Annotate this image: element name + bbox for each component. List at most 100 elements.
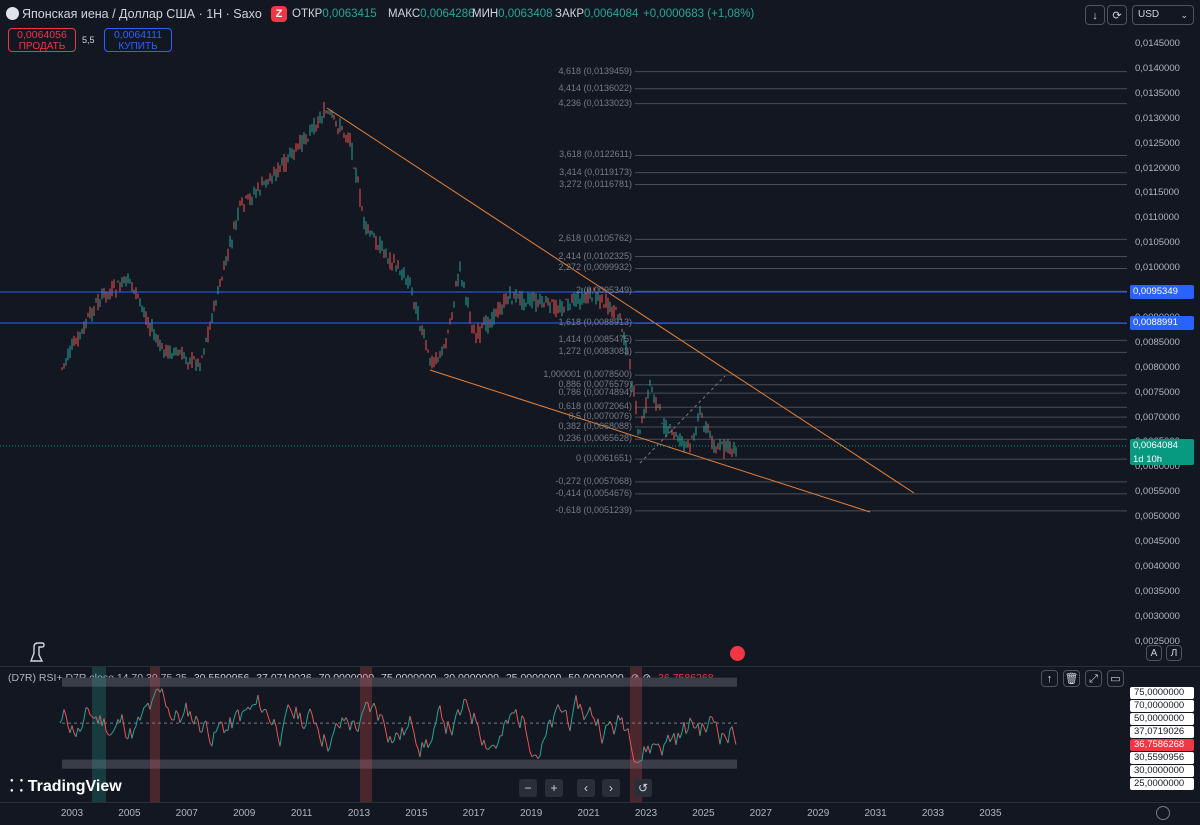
price-tick: 0,0100000 [1135,262,1180,274]
economic-event-icon[interactable] [730,646,745,661]
rsi-segment [293,706,297,719]
time-axis[interactable]: 2003 2005 2007 2009 2011 2013 2015 2017 2019 2021… [0,802,1127,825]
rsi-segment [405,726,409,731]
price-tick: 0,0045000 [1135,536,1180,547]
rsi-segment [541,738,545,744]
rsi-segment [373,702,377,709]
rsi-segment [709,716,713,718]
rsi-segment [701,722,705,728]
rsi-segment [643,746,647,753]
buy-label: КУПИТЬ [118,41,158,52]
settings-gear-icon[interactable] [1156,806,1170,820]
rsi-segment [477,725,481,737]
rsi-segment [483,739,487,749]
save-chart-icon[interactable]: ↓ [1085,5,1105,25]
price-axis[interactable]: 0,0145000 0,0140000 0,0135000 0,0130000 0,01… [1127,28,1200,666]
pane-separator[interactable] [0,666,1200,667]
rsi-segment [87,708,91,715]
rsi-segment [227,717,231,731]
rsi-segment [175,710,179,715]
rsi-segment [469,712,473,725]
move-up-icon[interactable]: ↑ [1041,670,1058,687]
rsi-segment [603,725,607,736]
rsi-segment [251,704,255,706]
rsi-segment [149,700,153,710]
rsi-segment [257,694,261,708]
rsi-segment [649,744,653,754]
rsi-segment [359,713,363,722]
rsi-segment [529,751,533,757]
rsi-segment [385,732,389,743]
auto-scale-button[interactable]: A [1146,645,1162,661]
tv-icon: ⸬ [10,778,28,795]
rsi-segment [731,726,735,736]
ohlc-open: ОТКР0,0063415 [292,8,377,20]
rsi-segment [165,706,169,709]
scroll-left-button[interactable]: ‹ [577,779,595,797]
reset-chart-button[interactable]: ↺ [634,779,652,797]
currency-select[interactable]: USD ⌄ [1132,5,1194,25]
rsi-segment [703,726,707,733]
rsi-segment [267,715,271,723]
price-tick: 0,0105000 [1135,237,1180,249]
ohlc-close: ЗАКР0,0064084 [555,8,639,20]
rsi-segment [349,721,353,731]
rsi-segment [519,715,523,729]
ohlc-low: МИН0,0063408 [472,8,553,20]
log-scale-button[interactable]: Л [1166,645,1182,661]
time-tick: 2031 [864,808,887,819]
rsi-segment [609,721,613,726]
rsi-segment [691,721,695,729]
rsi-segment [133,725,137,731]
rsi-segment [467,706,471,713]
rsi-segment [631,751,635,762]
rsi-chart[interactable] [0,667,1127,802]
rsi-segment [699,723,703,736]
rsi-segment [365,701,369,704]
rsi-segment [675,732,679,746]
rsi-segment [501,723,505,736]
rsi-segment [309,708,313,715]
rsi-segment [243,709,247,711]
maximize-icon[interactable]: ⤢ [1085,670,1102,687]
rsi-highlight-zone [92,667,106,802]
refresh-icon[interactable]: ⟳ [1107,5,1127,25]
market-closed-icon[interactable]: Z [271,6,287,22]
dino-icon[interactable] [28,641,48,663]
rsi-axis[interactable]: 75,0000000 70,0000000 50,0000000 37,0719026… [1127,667,1200,802]
rsi-segment [341,717,345,722]
collapse-icon[interactable]: ▭ [1107,670,1124,687]
rsi-segment [105,730,109,735]
rsi-segment [441,718,445,723]
rsi-segment [61,709,65,720]
rsi-segment [493,745,497,749]
rsi-segment [187,711,191,717]
rsi-segment [727,729,731,744]
delete-icon[interactable]: 🗑 [1063,670,1080,687]
buy-button[interactable]: 0,0064111 КУПИТЬ [104,28,172,52]
rsi-segment [371,702,375,708]
zoom-out-button[interactable]: − [519,779,537,797]
rsi-segment [611,725,615,735]
rsi-segment [329,737,333,747]
rsi-segment [255,694,259,705]
sell-button[interactable]: 0,0064056 ПРОДАТЬ [8,28,76,52]
time-tick: 2007 [175,808,198,819]
tradingview-logo[interactable]: ⸬ TradingView [10,778,122,795]
symbol-title[interactable]: Японская иена / Доллар США · 1Н · Saxo [22,7,262,21]
rsi-segment [75,727,79,737]
rsi-segment [495,742,499,749]
rsi-segment [219,721,223,724]
time-tick: 2027 [749,808,772,819]
price-chart[interactable] [0,28,1127,666]
zoom-in-button[interactable]: + [545,779,563,797]
rsi-segment [265,709,269,717]
time-tick: 2015 [405,808,428,819]
rsi-segment [411,724,415,733]
price-tick: 0,0035000 [1135,585,1180,597]
price-tick: 0,0080000 [1135,361,1180,373]
time-tick: 2033 [921,808,945,819]
rsi-segment [369,706,373,713]
scroll-right-button[interactable]: › [602,779,620,797]
rsi-segment [97,715,101,724]
